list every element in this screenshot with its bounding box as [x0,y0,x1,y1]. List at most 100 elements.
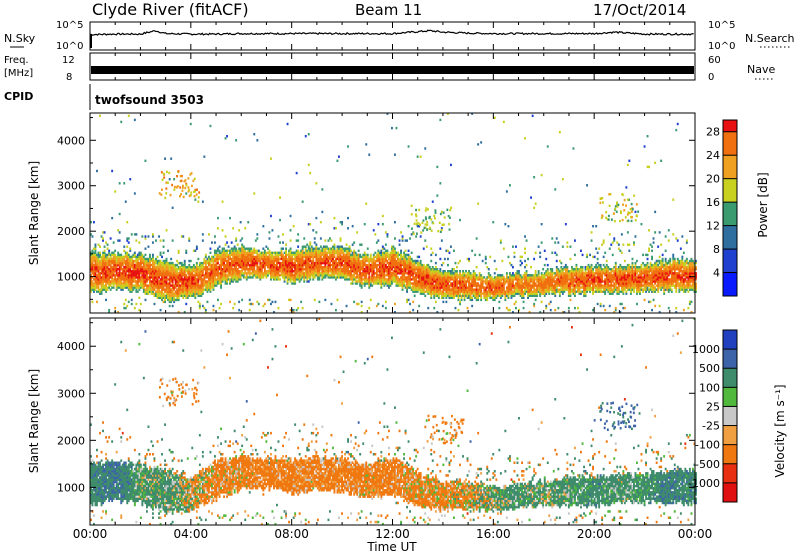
power-cell [124,272,127,275]
power-cell [209,263,212,267]
power-cell [256,263,259,267]
power-cell [115,284,118,287]
power-cell [149,259,151,263]
power-cell [279,196,281,199]
power-cell [150,284,153,287]
power-cell [265,276,268,279]
power-cell [112,263,115,267]
power-cell [185,296,188,299]
power-cell [171,206,174,209]
power-cell [138,255,141,259]
power-cell [105,280,107,283]
power-cell [155,284,157,287]
power-cell [324,272,327,275]
power-cell [103,255,106,259]
power-cell [333,266,336,269]
power-cell [384,243,387,246]
power-cell [167,249,169,252]
power-cell [124,270,127,273]
power-cell [362,270,365,273]
power-cell [165,282,168,285]
power-cell [214,280,216,283]
power-cell [380,259,383,263]
power-cell [173,288,176,291]
power-cell [316,253,319,257]
power-cell [342,247,345,250]
power-cell [259,253,262,257]
power-cell [126,268,129,271]
power-cell [165,266,168,269]
power-cell [183,292,186,295]
power-cell [256,139,259,142]
power-cell [153,282,156,285]
power-cell [288,268,290,271]
power-cell [102,272,104,275]
power-cell [149,274,151,277]
power-cell [292,308,295,312]
power-cell [211,241,213,244]
power-cell [251,261,254,265]
power-cell [183,290,186,293]
power-cell [209,286,212,289]
power-cell [338,155,340,158]
power-cell [212,259,215,263]
power-cell [270,257,272,261]
power-cell [232,247,235,250]
power-cell [139,251,142,254]
power-cell [250,255,253,259]
power-cell [330,276,333,279]
power-cell [277,268,280,271]
power-cell [321,276,324,279]
power-cell [341,261,343,265]
power-cell [250,259,253,263]
power-cell [209,261,212,265]
power-cell [306,255,309,259]
power-cell [99,255,101,259]
power-cell [226,249,228,252]
power-cell [439,118,442,122]
power-cell [206,276,209,279]
power-cell [180,263,183,267]
power-cell [504,223,507,226]
power-cell [133,192,136,195]
power-cell [183,286,186,289]
power-cell [256,253,259,257]
power-cell [221,278,224,281]
power-cell [372,257,375,261]
power-cell [209,257,212,261]
power-cell [224,257,227,261]
power-cell [168,304,171,308]
power-cell [365,253,368,257]
power-cell [324,247,327,250]
power-cell [271,276,274,279]
power-cell [149,261,151,265]
power-cell [233,251,236,254]
power-cell [351,255,354,259]
power-cell [372,266,375,269]
power-cell [310,274,313,277]
power-cell [380,272,383,275]
power-cell [319,266,322,269]
power-cell [368,266,371,269]
power-cell [158,284,160,287]
power-cell [161,286,163,289]
power-cell [96,280,98,283]
power-cell [217,255,219,259]
power-cell [347,261,349,265]
power-cell [285,255,287,259]
power-cell [224,282,227,285]
power-cell [365,270,368,273]
power-cell [259,259,262,263]
power-cell [236,274,239,277]
power-cell [141,235,144,238]
power-cell [353,300,356,304]
power-cell [543,263,546,267]
power-cell [142,278,145,281]
power-cell [218,251,221,254]
power-cell [306,243,309,246]
power-cell [356,261,359,265]
power-cell [144,266,147,269]
power-cell [136,272,139,275]
power-cell [226,280,228,283]
power-cell [179,268,182,271]
